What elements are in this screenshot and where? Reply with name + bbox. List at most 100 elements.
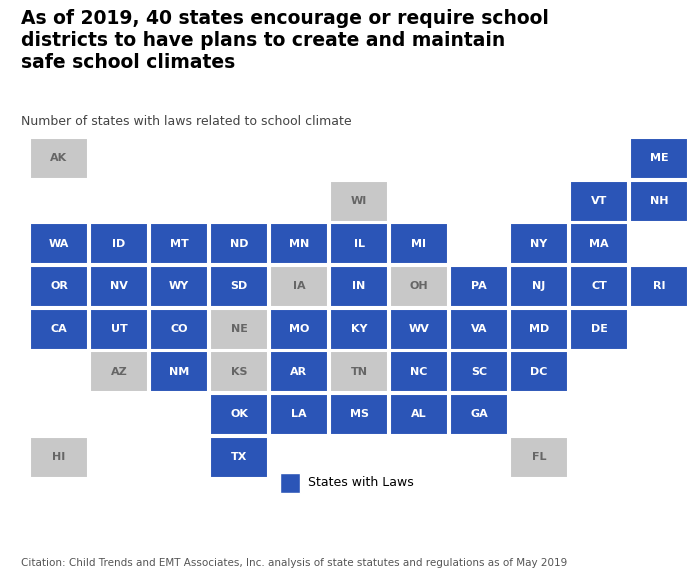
- Text: PA: PA: [471, 281, 487, 291]
- FancyBboxPatch shape: [510, 351, 568, 392]
- FancyBboxPatch shape: [330, 351, 388, 392]
- Text: ME: ME: [650, 154, 668, 164]
- FancyBboxPatch shape: [510, 266, 568, 307]
- FancyBboxPatch shape: [90, 309, 148, 350]
- Text: NC: NC: [410, 367, 428, 377]
- FancyBboxPatch shape: [30, 309, 88, 350]
- FancyBboxPatch shape: [390, 351, 448, 392]
- FancyBboxPatch shape: [30, 266, 88, 307]
- FancyBboxPatch shape: [330, 181, 388, 221]
- Text: NV: NV: [110, 281, 128, 291]
- FancyBboxPatch shape: [450, 266, 508, 307]
- Text: WV: WV: [409, 324, 429, 334]
- FancyBboxPatch shape: [210, 436, 268, 477]
- FancyBboxPatch shape: [330, 309, 388, 350]
- Text: IN: IN: [352, 281, 365, 291]
- FancyBboxPatch shape: [150, 351, 208, 392]
- FancyBboxPatch shape: [270, 266, 328, 307]
- Text: FL: FL: [532, 452, 546, 462]
- Text: IL: IL: [354, 239, 365, 249]
- Text: As of 2019, 40 states encourage or require school: As of 2019, 40 states encourage or requi…: [21, 9, 549, 28]
- Text: MS: MS: [349, 409, 368, 420]
- Text: Citation: Child Trends and EMT Associates, Inc. analysis of state statutes and r: Citation: Child Trends and EMT Associate…: [21, 558, 567, 568]
- Text: NM: NM: [169, 367, 189, 377]
- FancyBboxPatch shape: [270, 223, 328, 264]
- Text: safe school climates: safe school climates: [21, 53, 235, 72]
- Text: MA: MA: [589, 239, 609, 249]
- FancyBboxPatch shape: [150, 266, 208, 307]
- FancyBboxPatch shape: [90, 223, 148, 264]
- Text: districts to have plans to create and maintain: districts to have plans to create and ma…: [21, 31, 505, 50]
- Text: KY: KY: [351, 324, 368, 334]
- Text: CA: CA: [50, 324, 67, 334]
- FancyBboxPatch shape: [210, 351, 268, 392]
- Text: WY: WY: [169, 281, 189, 291]
- FancyBboxPatch shape: [570, 223, 628, 264]
- FancyBboxPatch shape: [270, 394, 328, 435]
- FancyBboxPatch shape: [390, 223, 448, 264]
- Text: DC: DC: [531, 367, 547, 377]
- Text: WA: WA: [49, 239, 69, 249]
- Text: CT: CT: [591, 281, 607, 291]
- Text: TN: TN: [351, 367, 368, 377]
- Text: ID: ID: [113, 239, 125, 249]
- Text: MI: MI: [412, 239, 426, 249]
- Text: HI: HI: [52, 452, 66, 462]
- Text: CO: CO: [170, 324, 188, 334]
- Text: AK: AK: [50, 154, 68, 164]
- Text: AL: AL: [411, 409, 427, 420]
- Text: OH: OH: [410, 281, 428, 291]
- FancyBboxPatch shape: [210, 266, 268, 307]
- Text: MN: MN: [289, 239, 309, 249]
- FancyBboxPatch shape: [150, 223, 208, 264]
- FancyBboxPatch shape: [210, 394, 268, 435]
- FancyBboxPatch shape: [90, 266, 148, 307]
- Text: MT: MT: [169, 239, 188, 249]
- Text: OK: OK: [230, 409, 248, 420]
- Text: MO: MO: [289, 324, 309, 334]
- FancyBboxPatch shape: [570, 181, 628, 221]
- Text: DE: DE: [591, 324, 608, 334]
- FancyBboxPatch shape: [510, 436, 568, 477]
- Text: NH: NH: [650, 196, 668, 206]
- FancyBboxPatch shape: [450, 309, 508, 350]
- Text: MD: MD: [529, 324, 549, 334]
- FancyBboxPatch shape: [390, 266, 448, 307]
- Text: OR: OR: [50, 281, 68, 291]
- FancyBboxPatch shape: [30, 138, 88, 179]
- FancyBboxPatch shape: [630, 138, 688, 179]
- FancyBboxPatch shape: [30, 436, 88, 477]
- FancyBboxPatch shape: [330, 223, 388, 264]
- Text: SC: SC: [471, 367, 487, 377]
- FancyBboxPatch shape: [450, 394, 508, 435]
- FancyBboxPatch shape: [510, 223, 568, 264]
- Text: AZ: AZ: [111, 367, 127, 377]
- FancyBboxPatch shape: [390, 309, 448, 350]
- FancyBboxPatch shape: [270, 351, 328, 392]
- FancyBboxPatch shape: [330, 266, 388, 307]
- Text: GA: GA: [470, 409, 488, 420]
- Text: Number of states with laws related to school climate: Number of states with laws related to sc…: [21, 115, 351, 128]
- FancyBboxPatch shape: [210, 223, 268, 264]
- Text: TX: TX: [231, 452, 247, 462]
- FancyBboxPatch shape: [270, 309, 328, 350]
- FancyBboxPatch shape: [510, 309, 568, 350]
- FancyBboxPatch shape: [30, 223, 88, 264]
- Text: ND: ND: [230, 239, 248, 249]
- Text: UT: UT: [111, 324, 127, 334]
- Text: VT: VT: [591, 196, 607, 206]
- FancyBboxPatch shape: [150, 309, 208, 350]
- FancyBboxPatch shape: [90, 351, 148, 392]
- Text: States with Laws: States with Laws: [308, 476, 414, 490]
- FancyBboxPatch shape: [210, 309, 268, 350]
- Text: VA: VA: [470, 324, 487, 334]
- FancyBboxPatch shape: [570, 266, 628, 307]
- FancyBboxPatch shape: [570, 309, 628, 350]
- Text: WI: WI: [351, 196, 367, 206]
- FancyBboxPatch shape: [390, 394, 448, 435]
- Text: NE: NE: [230, 324, 247, 334]
- FancyBboxPatch shape: [330, 394, 388, 435]
- Text: RI: RI: [652, 281, 665, 291]
- Text: LA: LA: [291, 409, 307, 420]
- FancyBboxPatch shape: [630, 266, 688, 307]
